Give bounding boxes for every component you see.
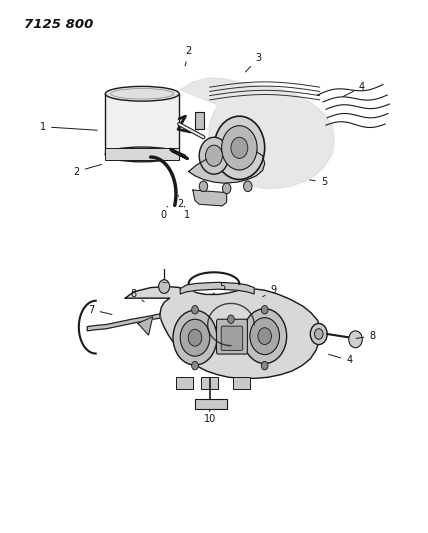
Circle shape <box>262 305 268 314</box>
FancyBboxPatch shape <box>233 377 250 389</box>
Text: 10: 10 <box>204 410 216 424</box>
Text: 1: 1 <box>40 122 97 132</box>
Circle shape <box>188 329 202 346</box>
Text: 3: 3 <box>246 53 262 72</box>
FancyBboxPatch shape <box>195 399 227 409</box>
Circle shape <box>192 361 198 370</box>
Polygon shape <box>189 149 265 183</box>
Circle shape <box>231 138 248 158</box>
Circle shape <box>199 138 229 174</box>
Circle shape <box>223 183 231 193</box>
FancyBboxPatch shape <box>221 326 243 350</box>
Text: 5: 5 <box>310 177 327 187</box>
Circle shape <box>205 145 223 166</box>
Circle shape <box>199 181 208 191</box>
Circle shape <box>310 324 327 344</box>
Polygon shape <box>193 190 227 206</box>
Circle shape <box>262 361 268 370</box>
Text: 4: 4 <box>343 82 365 96</box>
Polygon shape <box>180 282 254 294</box>
Circle shape <box>192 305 198 314</box>
FancyBboxPatch shape <box>176 377 193 389</box>
Circle shape <box>228 315 234 324</box>
Circle shape <box>244 181 252 191</box>
Text: 7: 7 <box>88 305 112 315</box>
Ellipse shape <box>105 86 179 101</box>
Text: 2: 2 <box>177 195 183 209</box>
Circle shape <box>173 310 217 365</box>
Text: 8: 8 <box>356 331 375 341</box>
Circle shape <box>250 318 279 354</box>
Bar <box>105 148 179 160</box>
Circle shape <box>315 329 323 340</box>
Polygon shape <box>180 78 334 189</box>
Circle shape <box>159 280 169 293</box>
Text: 2: 2 <box>74 164 101 176</box>
Bar <box>105 94 179 155</box>
Circle shape <box>222 126 257 170</box>
Text: 8: 8 <box>131 289 144 302</box>
Circle shape <box>214 116 265 180</box>
Circle shape <box>349 331 362 348</box>
Ellipse shape <box>105 147 179 162</box>
FancyBboxPatch shape <box>217 319 247 354</box>
Circle shape <box>180 319 210 356</box>
Text: 9: 9 <box>263 285 276 297</box>
FancyBboxPatch shape <box>195 112 204 130</box>
Text: 1: 1 <box>184 206 190 220</box>
Text: 4: 4 <box>329 354 352 366</box>
FancyBboxPatch shape <box>201 377 218 389</box>
Polygon shape <box>125 287 321 378</box>
Polygon shape <box>87 314 160 331</box>
Circle shape <box>258 328 271 344</box>
Polygon shape <box>138 317 153 335</box>
Circle shape <box>243 309 287 364</box>
Text: 0: 0 <box>160 206 167 220</box>
Text: 5: 5 <box>212 281 226 295</box>
Text: 7125 800: 7125 800 <box>24 18 93 30</box>
Text: 2: 2 <box>185 46 192 66</box>
